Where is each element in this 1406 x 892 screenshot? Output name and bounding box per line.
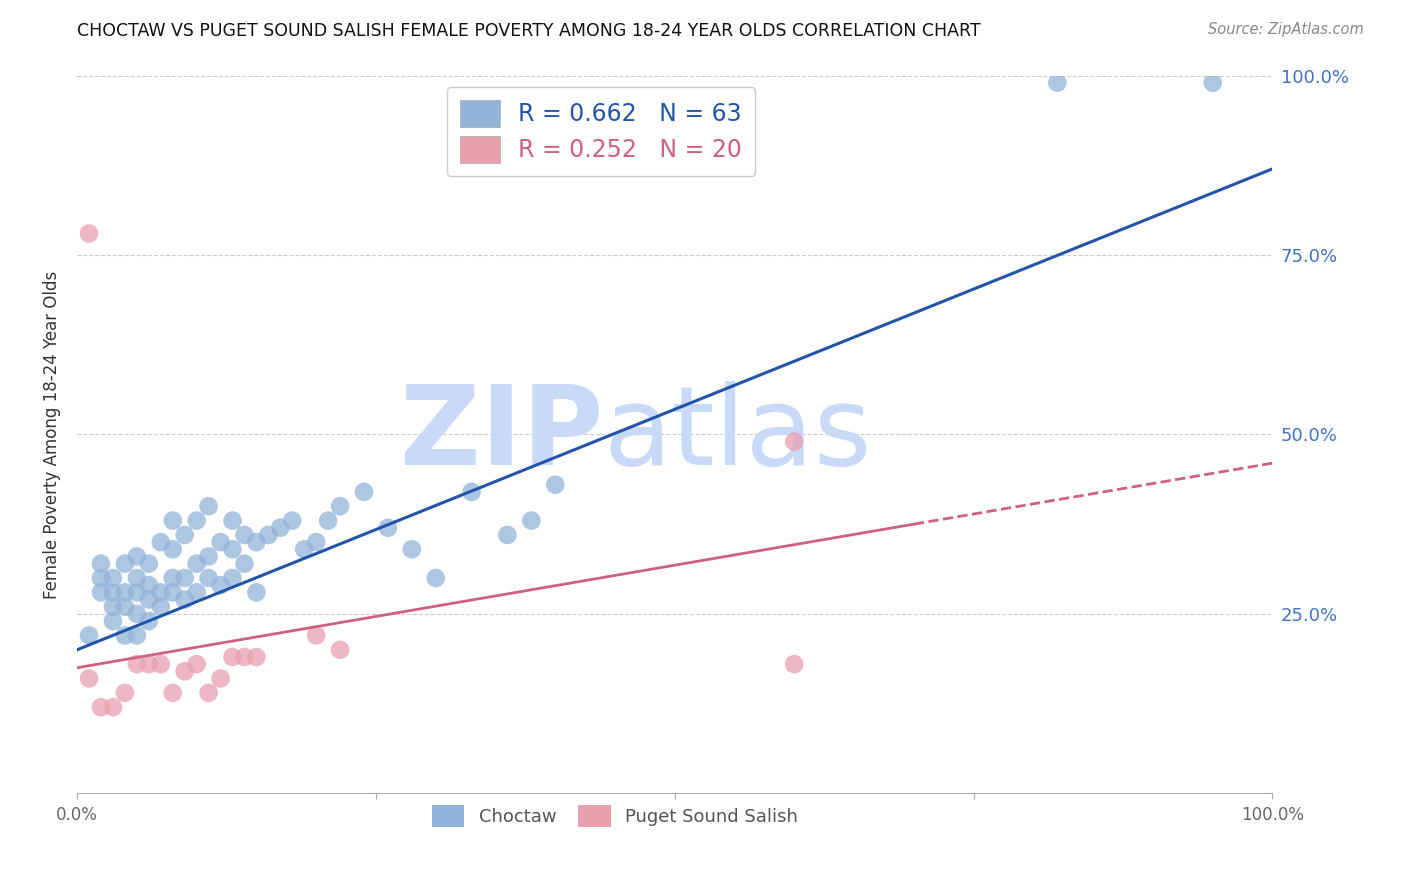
Point [353,484,375,499]
Point [221,542,243,557]
Point [520,514,543,528]
Point [90,557,112,571]
Point [186,557,208,571]
Point [162,514,184,528]
Point [197,549,219,564]
Point [162,585,184,599]
Point [305,628,328,642]
Point [186,585,208,599]
Point [114,686,136,700]
Point [114,557,136,571]
Point [173,592,195,607]
Point [114,585,136,599]
Point [1202,76,1225,90]
Point [90,700,112,714]
Point [125,571,148,585]
Point [173,665,195,679]
Text: CHOCTAW VS PUGET SOUND SALISH FEMALE POVERTY AMONG 18-24 YEAR OLDS CORRELATION C: CHOCTAW VS PUGET SOUND SALISH FEMALE POV… [77,22,981,40]
Point [162,571,184,585]
Point [125,607,148,621]
Point [209,535,232,549]
Point [197,686,219,700]
Point [197,571,219,585]
Point [101,700,124,714]
Text: ZIP: ZIP [399,381,603,488]
Point [138,614,160,628]
Point [101,599,124,614]
Point [114,628,136,642]
Point [162,686,184,700]
Point [544,477,567,491]
Text: Source: ZipAtlas.com: Source: ZipAtlas.com [1208,22,1364,37]
Point [425,571,447,585]
Point [77,672,100,686]
Point [149,535,172,549]
Point [233,557,256,571]
Point [783,434,806,449]
Point [496,528,519,542]
Point [138,657,160,672]
Point [269,521,291,535]
Y-axis label: Female Poverty Among 18-24 Year Olds: Female Poverty Among 18-24 Year Olds [44,270,60,599]
Point [77,227,100,241]
Point [209,672,232,686]
Point [305,535,328,549]
Point [114,599,136,614]
Point [125,657,148,672]
Point [138,592,160,607]
Point [149,599,172,614]
Point [292,542,315,557]
Point [173,528,195,542]
Point [186,657,208,672]
Point [221,650,243,665]
Point [257,528,280,542]
Point [245,535,267,549]
Point [401,542,423,557]
Point [162,542,184,557]
Point [173,571,195,585]
Point [125,628,148,642]
Point [149,585,172,599]
Text: atlas: atlas [603,381,872,488]
Point [245,650,267,665]
Point [90,571,112,585]
Point [460,484,482,499]
Point [281,514,304,528]
Legend: Choctaw, Puget Sound Salish: Choctaw, Puget Sound Salish [425,798,806,835]
Point [233,528,256,542]
Point [90,585,112,599]
Point [783,657,806,672]
Point [138,557,160,571]
Point [125,549,148,564]
Point [149,657,172,672]
Point [209,578,232,592]
Point [197,500,219,514]
Point [245,585,267,599]
Point [77,628,100,642]
Point [101,571,124,585]
Point [221,514,243,528]
Point [125,585,148,599]
Point [329,500,352,514]
Point [101,614,124,628]
Point [101,585,124,599]
Point [377,521,399,535]
Point [138,578,160,592]
Point [233,650,256,665]
Point [221,571,243,585]
Point [1046,76,1069,90]
Point [186,514,208,528]
Point [329,642,352,657]
Point [316,514,339,528]
